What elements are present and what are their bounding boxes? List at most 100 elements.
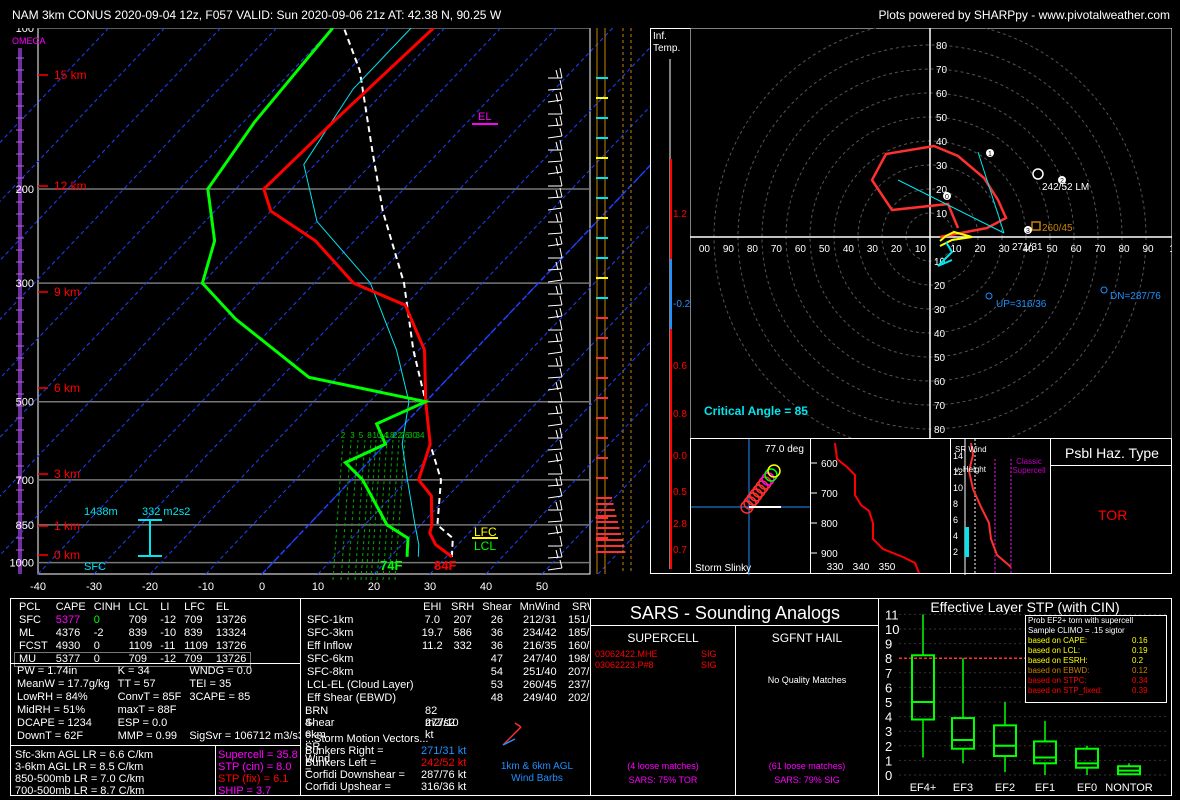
barb-shaft	[547, 376, 563, 379]
kin-row: SFC-3km 19.7 586 36 234/42 185/25	[303, 627, 606, 640]
barb-shaft	[547, 556, 563, 559]
wind-barb	[547, 487, 563, 499]
parcel-cell: 1109	[128, 640, 153, 652]
barb-flag	[559, 427, 563, 439]
inferred-tick: 0.8	[673, 409, 687, 420]
kin-cell: SFC-3km	[307, 627, 354, 639]
skewt-profiles	[200, 28, 632, 574]
barb-flag-2	[555, 261, 559, 271]
temp-tick: 20	[368, 581, 380, 593]
barb-flag-2	[555, 429, 559, 439]
barb-flag	[559, 67, 563, 79]
stp-category-label: NONTOR	[1105, 782, 1153, 794]
barb-flag-2	[555, 309, 559, 319]
bunkers-right-label: Bunkers Right =	[305, 745, 384, 757]
corfidi-up-label: Corfidi Upshear =	[305, 781, 391, 793]
wind-barb	[547, 475, 563, 487]
barb-flag	[559, 271, 563, 281]
index-cell: MidRH = 51%	[17, 704, 86, 716]
hodo-km-label: 1	[988, 151, 992, 158]
inferred-temp-panel: Inf. Temp. 1.2 -0.2 0.6 0.8 0.0 0.5 2.8 0.7	[650, 28, 692, 574]
kin-cell	[418, 679, 447, 692]
index-cell: MMP = 0.99	[117, 730, 178, 742]
barb-flag-2	[555, 237, 559, 247]
slinky-circles	[740, 464, 781, 514]
parcel-cell: ML	[19, 627, 35, 639]
isotherm	[597, 516, 652, 575]
wind-barb	[547, 307, 563, 319]
credit-text: Plots powered by SHARPpy - www.pivotalwe…	[878, 8, 1170, 22]
srwind-y-label: 6	[953, 515, 958, 525]
lfc-label: LFC	[474, 525, 497, 539]
hodo-lm-line	[977, 151, 1005, 234]
kin-cell: SFC-6km	[307, 653, 354, 665]
barb-shaft	[547, 171, 563, 175]
stp-box-EF0	[1075, 745, 1099, 775]
barb-flag-2	[555, 93, 559, 103]
barb-flag	[559, 103, 563, 115]
wind-barb	[547, 511, 563, 523]
wind-barb	[547, 199, 563, 211]
barb-shaft	[547, 243, 563, 247]
hodo-km-label: 2	[1060, 178, 1064, 185]
wind-barb	[547, 127, 563, 139]
theta-x-label: 340	[853, 562, 870, 573]
kin-cell: 249/40	[522, 692, 557, 704]
kin-cell	[418, 653, 447, 666]
kin-header-cell	[303, 601, 418, 614]
parcel-cell: 0	[93, 614, 100, 626]
lcl-label: LCL	[474, 539, 496, 553]
parcel-cell: 709	[128, 614, 147, 626]
wind-barb	[547, 331, 563, 343]
kin-cell: 36	[490, 627, 504, 639]
kin-cell: 7.0	[424, 614, 440, 626]
theta-panel: 600 700 800 900 330 340 350	[810, 438, 952, 574]
sars-match: 03062223.P#8 SIG	[595, 660, 731, 671]
prob-title-1: Prob EF2+ torn with supercell	[1028, 616, 1134, 625]
mixing-ratio-label: 5	[359, 431, 364, 440]
parcel-header-cell: LFC	[184, 601, 205, 613]
mini-barbs	[502, 722, 522, 746]
wind-barb	[548, 319, 563, 331]
hazard-panel: Psbl Haz. Type TOR	[1050, 438, 1172, 574]
barb-flag	[559, 127, 563, 137]
barb-flag	[559, 175, 563, 187]
stp-box-EF3	[951, 658, 975, 764]
stp-y-tick: 9	[885, 637, 892, 652]
theta-plot: 600 700 800 900 330 340 350	[811, 442, 920, 574]
barb-flag-2	[555, 165, 559, 175]
inferred-tick: 0.7	[673, 545, 687, 556]
wind-barb	[548, 499, 563, 511]
temp-tick: -20	[142, 581, 158, 593]
parcel-cell: 839	[128, 627, 147, 639]
index-cell: ConvT = 85F	[117, 691, 182, 703]
prob-value: 0.2	[1132, 656, 1144, 665]
wind-barb	[547, 223, 563, 235]
kin-cell: 332	[453, 640, 472, 652]
sars-match-tag: SIG	[701, 649, 717, 659]
mixing-ratio-label: 14	[379, 431, 388, 440]
theta-plot-content: 600 700 800 900 330 340 350	[811, 442, 920, 574]
barb-flag-2	[555, 333, 559, 343]
barb-flag-2	[555, 69, 559, 79]
kin-cell: 47	[490, 653, 504, 665]
theta-x-label: 350	[879, 562, 896, 573]
el-label: EL	[478, 111, 491, 123]
top-bar: NAM 3km CONUS 2020-09-04 12z, F057 VALID…	[0, 0, 1180, 28]
mixing-ratio-line	[347, 439, 359, 581]
prob-label: based on ESRH:	[1028, 656, 1088, 665]
srwind-title-1: SR Wind	[955, 445, 987, 454]
kin-cell: 54	[490, 666, 504, 678]
temp-tick: 10	[312, 581, 324, 593]
pressure-tick: 100	[16, 28, 34, 35]
barb-flag	[559, 139, 563, 151]
barb-shaft	[547, 387, 563, 391]
barb-flag-2	[555, 549, 559, 559]
barb-flag	[559, 547, 563, 558]
kin-cell: 586	[453, 627, 472, 639]
index-cell: 3CAPE = 85	[189, 691, 251, 703]
parcel-header-cell: LCL	[128, 601, 149, 613]
parcel-cell: 839	[184, 627, 203, 639]
